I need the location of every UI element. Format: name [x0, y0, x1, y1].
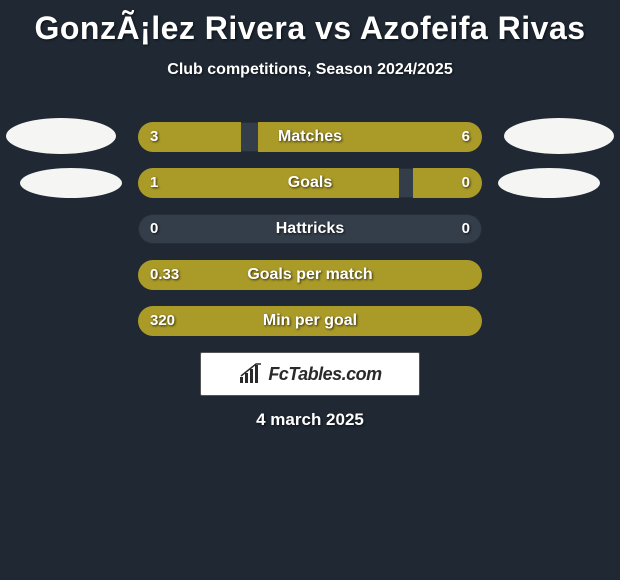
player-avatar-left — [20, 168, 122, 198]
stat-bar: 320Min per goal — [138, 306, 482, 336]
page-title: GonzÃ¡lez Rivera vs Azofeifa Rivas — [0, 0, 620, 47]
stat-row: 10Goals — [0, 168, 620, 198]
stats-container: 36Matches 10Goals 00Hattricks 0.33Goals per… — [0, 122, 620, 352]
stat-row: 36Matches — [0, 122, 620, 152]
stat-label: Matches — [138, 122, 482, 152]
date-line: 4 march 2025 — [0, 410, 620, 430]
player-avatar-right — [504, 118, 614, 154]
stat-bar: 00Hattricks — [138, 214, 482, 244]
stat-row: 320Min per goal — [0, 306, 620, 336]
stat-row: 00Hattricks — [0, 214, 620, 244]
stat-bar: 36Matches — [138, 122, 482, 152]
player-avatar-right — [498, 168, 600, 198]
stat-label: Goals — [138, 168, 482, 198]
subtitle: Club competitions, Season 2024/2025 — [0, 61, 620, 79]
stat-bar: 0.33Goals per match — [138, 260, 482, 290]
brand-box: FcTables.com — [200, 352, 420, 396]
brand-text: FcTables.com — [268, 364, 381, 385]
stat-bar: 10Goals — [138, 168, 482, 198]
stat-label: Hattricks — [138, 214, 482, 244]
stat-row: 0.33Goals per match — [0, 260, 620, 290]
stat-label: Goals per match — [138, 260, 482, 290]
player-avatar-left — [6, 118, 116, 154]
stat-label: Min per goal — [138, 306, 482, 336]
bar-chart-icon — [238, 363, 264, 385]
